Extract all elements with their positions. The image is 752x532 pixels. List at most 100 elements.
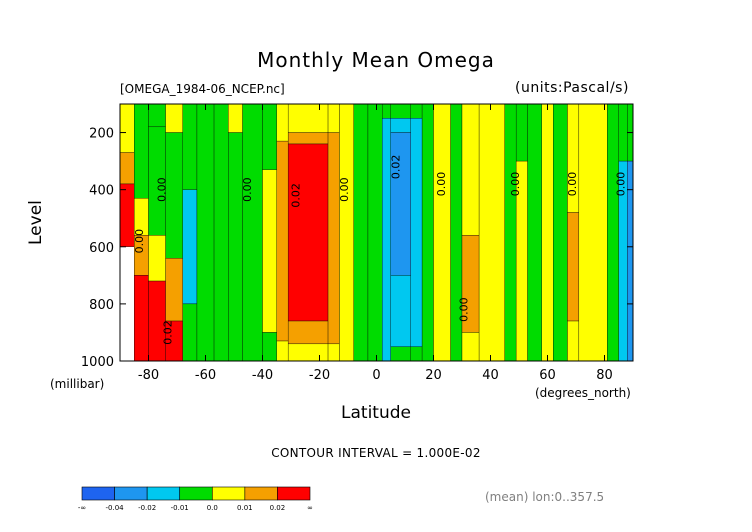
colorbar-label: -0.02 <box>138 504 156 512</box>
contour-label: 0.00 <box>614 172 627 197</box>
contour-interval: CONTOUR INTERVAL = 1.000E-02 <box>271 446 481 460</box>
colorbar-label: -∞ <box>78 504 86 512</box>
colorbar-label: ∞ <box>307 504 313 512</box>
heatmap-cell <box>327 132 340 345</box>
heatmap-cell <box>228 132 243 362</box>
x-tick-label: 60 <box>539 368 556 383</box>
heatmap-cell <box>390 132 411 276</box>
heatmap-cell <box>165 103 183 133</box>
x-tick-label: -20 <box>309 368 330 383</box>
y-tick-label: 600 <box>89 241 114 256</box>
x-tick-label: 80 <box>596 368 613 383</box>
heatmap-cell <box>119 103 135 153</box>
y-axis: 200 400 600 800 1000 <box>81 127 633 370</box>
heatmap-cell <box>262 332 277 362</box>
heatmap-cell <box>382 103 391 119</box>
x-tick-label: 0 <box>372 368 380 383</box>
heatmap-cell <box>165 258 183 322</box>
colorbar-label: 0.0 <box>207 504 218 512</box>
contour-label: 0.00 <box>133 229 146 254</box>
heatmap-cell <box>276 103 289 142</box>
contour-label: 0.00 <box>458 297 471 322</box>
heatmap-cell <box>262 103 277 170</box>
colorbar-swatch <box>211 486 246 501</box>
heatmap-cell <box>478 103 505 362</box>
x-axis: -80 -60 -40 -20 0 20 40 60 80 <box>138 104 613 383</box>
chart-title: Monthly Mean Omega <box>257 48 495 72</box>
heatmap-cell <box>504 103 517 362</box>
heatmap-cell <box>287 343 329 362</box>
heatmap-cell <box>421 103 434 362</box>
heatmap-cell <box>553 103 568 362</box>
colorbar-label: -0.01 <box>171 504 189 512</box>
heatmap-cell <box>182 189 198 305</box>
colorbar-label: -0.04 <box>106 504 125 512</box>
colorbar: -∞ -0.04 -0.02 -0.01 0.0 0.01 0.02 ∞ <box>78 486 313 512</box>
colorbar-swatch <box>81 486 115 501</box>
heatmap-cell <box>410 346 423 362</box>
heatmap-cell <box>276 140 289 342</box>
heatmap-cell <box>287 320 329 345</box>
heatmap-cell <box>148 103 166 128</box>
heatmap-cell <box>262 169 277 333</box>
heatmap-cell <box>390 103 411 119</box>
contour-label: 0.00 <box>156 177 169 202</box>
heatmap-cell <box>410 103 423 119</box>
colorbar-swatch <box>179 486 213 501</box>
heatmap-cell <box>390 118 411 133</box>
colorbar-swatch <box>244 486 278 501</box>
heatmap-cell <box>327 103 340 133</box>
y-tick-label: 800 <box>89 298 114 313</box>
contour-label: 0.02 <box>161 320 174 345</box>
heatmap-cell <box>213 103 229 362</box>
x-axis-units: (degrees_north) <box>535 386 631 400</box>
y-tick-label: 400 <box>89 184 114 199</box>
contour-label: 0.00 <box>566 172 579 197</box>
contour-label: 0.02 <box>389 155 402 180</box>
colorbar-label: 0.01 <box>237 504 253 512</box>
heatmap-cell <box>607 103 619 362</box>
colorbar-swatch <box>277 486 311 501</box>
heatmap-cell <box>390 346 411 362</box>
heatmap-cell <box>353 103 369 362</box>
heatmap-cell <box>339 103 354 362</box>
heatmap-cell <box>461 332 480 362</box>
x-tick-label: 40 <box>482 368 499 383</box>
heatmap-cell <box>182 103 198 190</box>
heatmap-cell <box>618 103 628 162</box>
heatmap-cell <box>367 103 383 362</box>
contour-label: 0.00 <box>435 172 448 197</box>
x-tick-label: -80 <box>138 368 159 383</box>
contour-labels: 0.00 0.00 0.02 0.00 0.02 0.00 0.02 0.00 0.00 0.00… <box>133 155 628 345</box>
colorbar-swatch <box>146 486 181 501</box>
heatmap-cell <box>196 103 215 362</box>
heatmap-cell <box>390 275 411 347</box>
heatmap-cell <box>287 143 329 322</box>
heatmap-cell <box>627 160 634 362</box>
heatmap-cell <box>433 103 451 362</box>
heatmap-cell <box>287 132 329 145</box>
heatmap-cell <box>276 340 289 362</box>
heatmap-cell <box>242 103 263 362</box>
colorbar-swatch <box>114 486 148 501</box>
x-tick-label: 20 <box>425 368 442 383</box>
heatmap-cell <box>134 275 149 362</box>
heatmap-cell <box>515 103 528 162</box>
heatmap-cell <box>327 343 340 362</box>
y-axis-title: Level <box>26 200 46 245</box>
heatmap-cell <box>578 103 608 362</box>
x-tick-label: -40 <box>252 368 273 383</box>
mean-note: (mean) lon:0..357.5 <box>485 490 605 504</box>
dataset-filename: [OMEGA_1984-06_NCEP.nc] <box>120 82 285 96</box>
heatmap-cell <box>567 212 580 322</box>
heatmap-cell <box>119 152 135 185</box>
contour-label: 0.02 <box>290 183 303 208</box>
heatmap-cell <box>148 235 166 282</box>
x-tick-label: -60 <box>195 368 216 383</box>
heatmap-cell <box>461 103 480 236</box>
heatmap-cell <box>182 303 198 362</box>
y-tick-label: 1000 <box>81 355 114 370</box>
x-axis-title: Latitude <box>341 403 411 423</box>
heatmap-cell <box>567 320 580 362</box>
